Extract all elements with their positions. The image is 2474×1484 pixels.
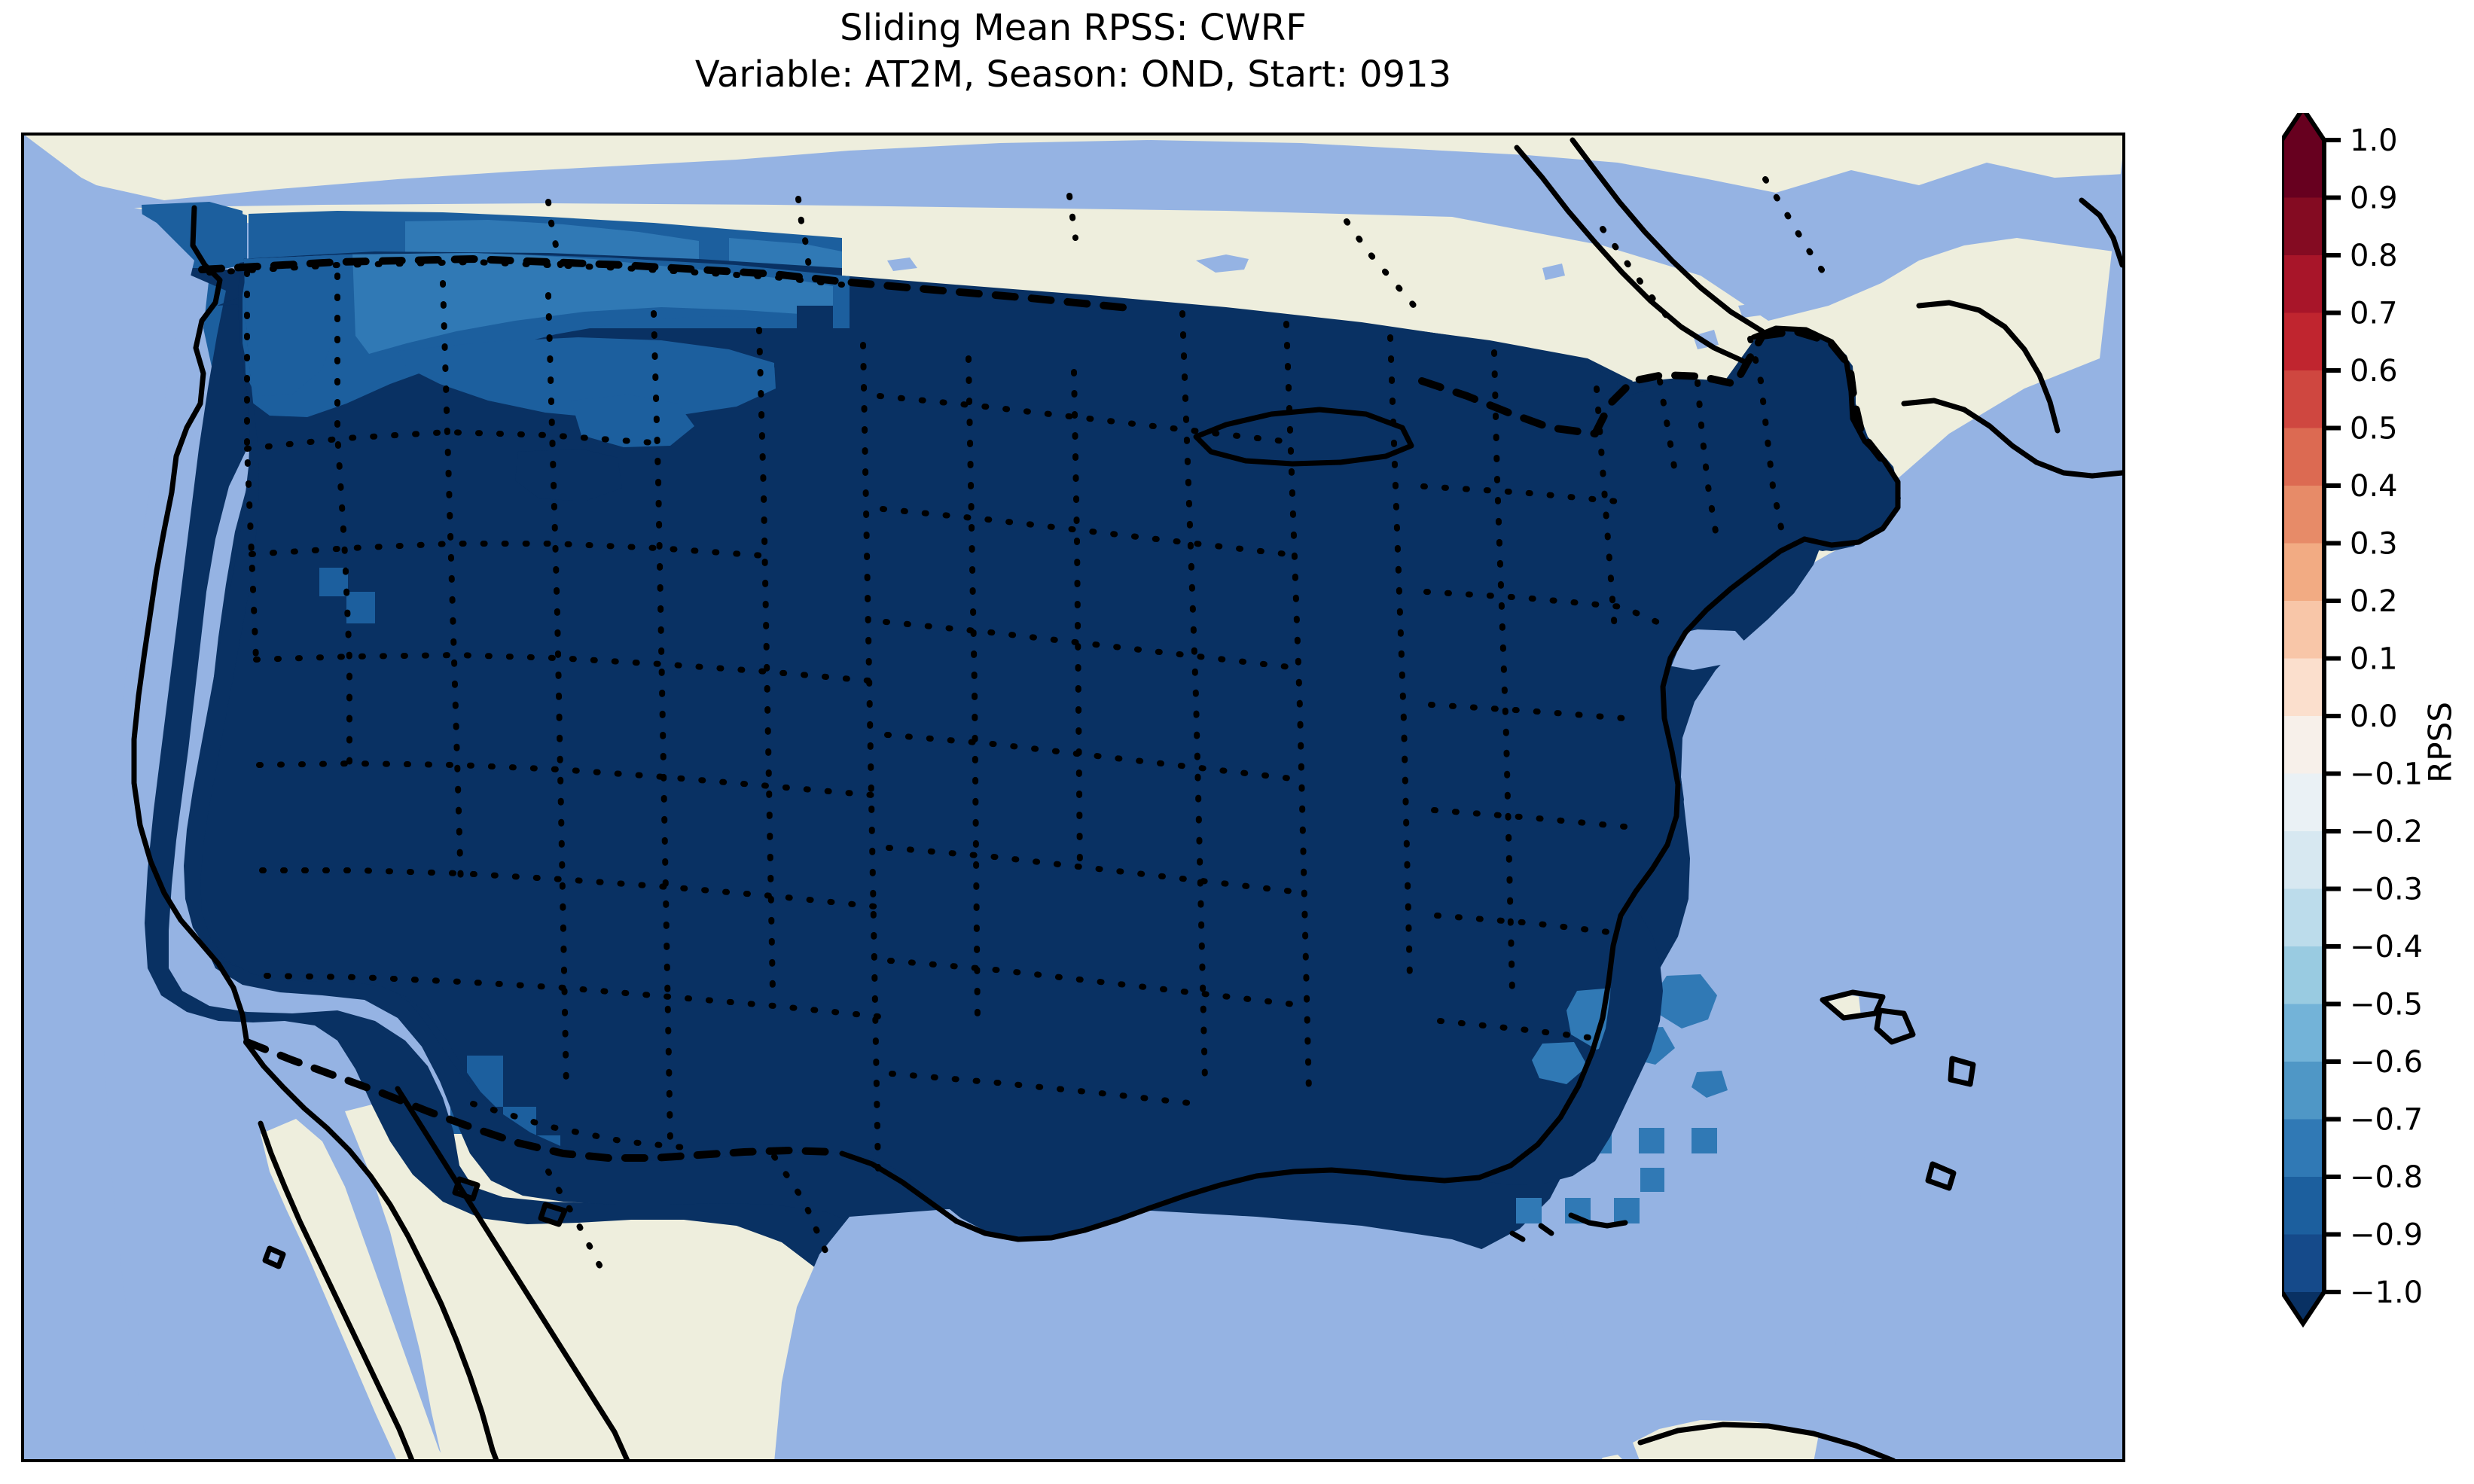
international-borders [198,254,1887,1162]
colorbar-bin [2282,1004,2324,1062]
colorbar-tick-label: −1.0 [2350,1275,2423,1310]
colorbar-tick-label: 0.1 [2350,642,2398,677]
colorbar-bin [2282,831,2324,890]
colorbar-tick-label: 0.7 [2350,297,2398,331]
colorbar-bin [2282,140,2324,199]
colorbar-tick-label: −0.8 [2350,1160,2423,1195]
colorbar-extend-max-arrow [2282,113,2324,140]
colorbar-bin [2282,1119,2324,1178]
colorbar-bin [2282,1177,2324,1236]
colorbar[interactable]: 1.0 0.9 0.8 0.7 0.6 0.5 0.4 0.3 0.2 0.1 0.0 −0.1 −0.… [2282,113,2474,1408]
colorbar-bin [2282,658,2324,717]
colorbar-bin [2282,1062,2324,1120]
colorbar-bin [2282,486,2324,544]
colorbar-bin [2282,312,2324,371]
colorbar-tick-label: 0.8 [2350,239,2398,273]
colorbar-tick-labels: 1.0 0.9 0.8 0.7 0.6 0.5 0.4 0.3 0.2 0.1 0.0 −0.1 −0.… [2350,123,2423,1310]
colorbar-tick-label: 0.0 [2350,699,2398,734]
colorbar-tick-label: 0.3 [2350,527,2398,562]
colorbar-tick-label: −0.5 [2350,988,2423,1022]
colorbar-outline [2282,113,2326,1328]
map-axes [21,133,2125,1462]
figure-title: Sliding Mean RPSS: CWRF Variable: AT2M, … [0,5,2146,99]
colorbar-tick-label: 0.9 [2350,181,2398,216]
colorbar-tick-label: −0.7 [2350,1103,2423,1138]
colorbar-extend-min-arrow [2282,1292,2324,1324]
colorbar-bin [2282,428,2324,486]
colorbar-bin [2282,1234,2324,1293]
colorbar-axis-label-wrap: RPSS [2418,0,2463,1484]
colorbar-bin [2282,773,2324,832]
colorbar-swatches [2282,113,2324,1324]
figure-title-line-1: Sliding Mean RPSS: CWRF [840,7,1307,49]
colorbar-tick-label: −0.2 [2350,815,2423,849]
colorbar-ticks [2324,138,2341,1294]
colorbar-axis-label: RPSS [2421,701,2459,783]
colorbar-svg: 1.0 0.9 0.8 0.7 0.6 0.5 0.4 0.3 0.2 0.1 0.0 −0.1 −0.… [2282,113,2423,1328]
colorbar-tick-label: −0.4 [2350,930,2423,964]
colorbar-bin [2282,716,2324,775]
colorbar-bin [2282,543,2324,602]
ocean-masks [23,135,2123,1460]
conus-rpss-map [23,135,2123,1460]
colorbar-bin [2282,601,2324,660]
colorbar-tick-label: 1.0 [2350,123,2398,158]
colorbar-bin [2282,370,2324,429]
colorbar-bin [2282,888,2324,947]
figure-title-line-2: Variable: AT2M, Season: OND, Start: 0913 [694,53,1452,96]
colorbar-bin [2282,255,2324,314]
colorbar-bin [2282,197,2324,256]
colorbar-tick-label: −0.6 [2350,1045,2423,1080]
colorbar-bin [2282,946,2324,1005]
colorbar-tick-label: 0.5 [2350,412,2398,446]
colorbar-tick-label: −0.1 [2350,757,2423,792]
colorbar-tick-label: 0.4 [2350,469,2398,504]
colorbar-tick-label: −0.3 [2350,873,2423,907]
colorbar-tick-label: 0.2 [2350,584,2398,619]
colorbar-tick-label: 0.6 [2350,354,2398,389]
colorbar-tick-label: −0.9 [2350,1218,2423,1253]
